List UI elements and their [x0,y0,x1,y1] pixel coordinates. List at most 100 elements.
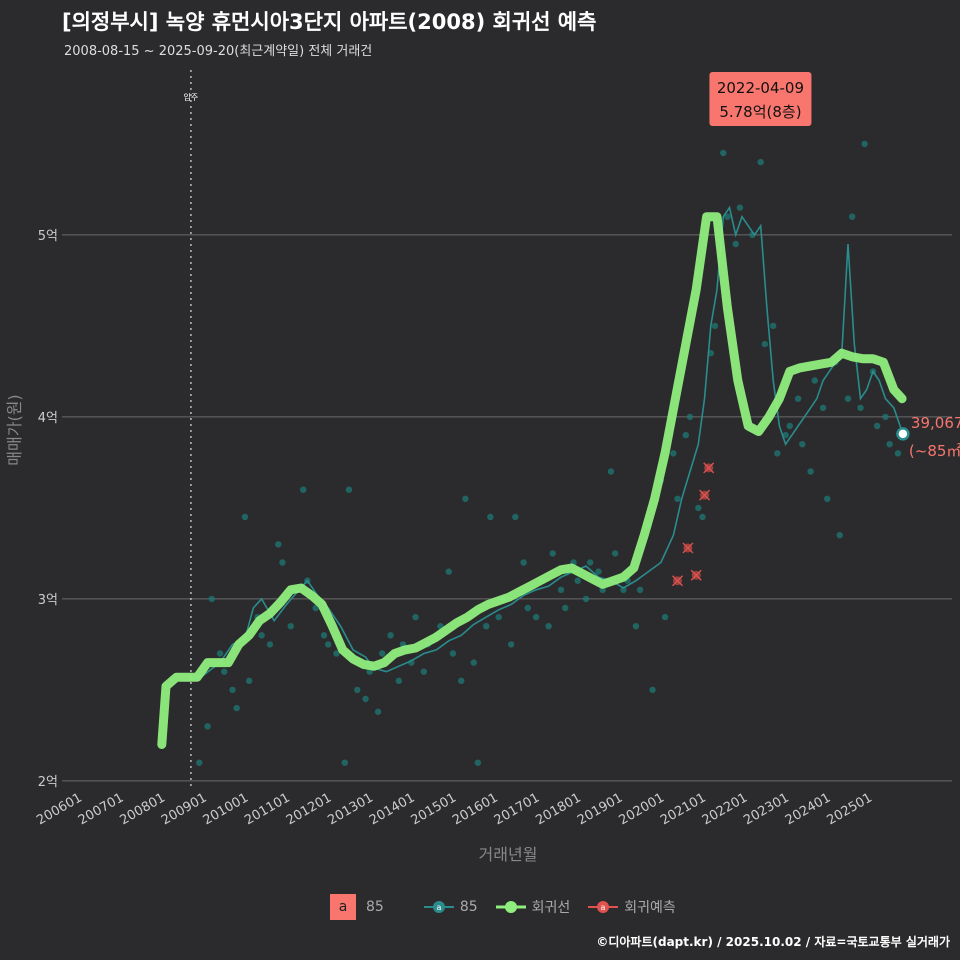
trade-point [449,650,457,657]
x-tick-label: 202201 [700,790,750,828]
trade-point [794,395,802,402]
trade-point [204,723,211,730]
legend: a 85 a 85 회귀선 a 회귀예측 [330,893,694,921]
trade-point [636,586,644,593]
trade-point [799,441,806,448]
trade-point [258,632,265,639]
last-point-marker [896,427,910,441]
legend-label-forecast: 회귀예측 [624,900,676,916]
trade-point [848,213,856,220]
trade-point [811,377,818,384]
annotation-date: 2022-04-09 [717,79,804,97]
chart-title: [의정부시] 녹양 휴먼시아3단지 아파트(2008) 회귀선 예측 [62,10,597,34]
trade-point [757,158,764,166]
trade-point [320,632,328,639]
x-tick-label: 201601 [450,790,500,828]
trade-point [374,708,382,715]
trade-scatter [196,89,902,766]
trade-point [379,650,386,657]
trade-point [287,623,294,630]
trade-point [520,559,527,566]
legend-label-85: 85 [459,899,478,915]
trade-point [611,550,619,557]
trade-point [769,322,777,330]
forecast-cross [699,489,711,501]
y-tick-label: 5억 [38,229,58,244]
regression-path [157,212,907,749]
trade-point [882,413,889,421]
x-tick-label: 201101 [242,790,292,828]
svg-text:a: a [601,903,606,912]
x-tick-label: 201301 [325,790,375,828]
trade-point [495,613,502,621]
legend-regression-icon [495,901,526,913]
trade-point [786,422,794,430]
trade-point [807,468,814,475]
x-tick-label: 202301 [741,790,791,828]
trade-point [241,513,249,521]
trade-point [512,513,519,521]
trade-point [474,759,482,766]
trade-point [279,559,286,566]
trade-point [632,623,640,630]
trade-point [586,559,594,566]
trade-point [233,704,240,712]
trade-point [216,650,224,657]
legend-forecast-icon: a [588,901,619,913]
y-tick-label: 4억 [38,411,58,426]
trade-point [861,140,868,148]
trade-point [412,613,419,621]
y-tick-label: 3억 [38,593,58,608]
x-tick-label: 201901 [575,790,625,828]
trade-point [857,404,864,411]
legend-label-regression: 회귀선 [531,900,571,916]
x-tick-label: 200801 [117,790,167,828]
y-axis-label: 매매가(원) [5,394,24,465]
trade-point [487,513,494,521]
forecast-cross [690,569,702,581]
trade-point [362,695,369,703]
trade-point [886,441,893,448]
legend-item-regression: 회귀선 [495,897,571,917]
trade-point [470,659,477,666]
trade-point [395,677,403,684]
trade-point [836,532,843,539]
trade-point [345,486,353,493]
trade-point [300,486,307,493]
trade-point [724,213,731,220]
move-in-marker: 입주 [184,70,199,790]
legend-line-85-icon: a [423,901,454,913]
trade-point [458,677,465,684]
x-tick-label: 201001 [201,790,251,828]
trade-point [445,568,452,575]
trade-point [711,322,719,330]
trade-point [736,204,744,211]
legend-item-forecast: a 회귀예측 [588,897,676,917]
trade-point [782,431,789,439]
annotation-price: 5.78억(8층) [719,103,801,121]
trade-point [894,450,902,457]
move-in-label: 입주 [184,93,199,102]
trade-point [462,495,469,502]
x-tick-label: 200601 [34,790,84,828]
trade-point [824,495,831,502]
legend-fill-key: a [330,894,356,920]
y-tick-labels: 2억 3억 4억 5억 [38,229,58,790]
trade-point [649,686,656,694]
legend-fill-label: 85 [366,899,384,915]
trade-point [682,431,690,439]
grid-lines [62,234,952,782]
x-tick-label: 200701 [76,790,126,828]
x-tick-label: 202401 [783,790,833,828]
trade-point [229,686,236,694]
regression-line [157,212,907,749]
trade-point [387,632,394,639]
x-tick-label: 201701 [492,790,542,828]
trade-point [674,495,681,502]
peak-annotation: 2022-04-09 5.78억(8층) [709,72,812,126]
trade-point [245,677,253,684]
x-tick-labels: 2006012007012008012009012010012011012012… [34,790,875,828]
x-tick-label: 202501 [824,790,874,828]
trade-point [720,149,727,157]
last-point-area: (~85㎡) [909,442,960,460]
